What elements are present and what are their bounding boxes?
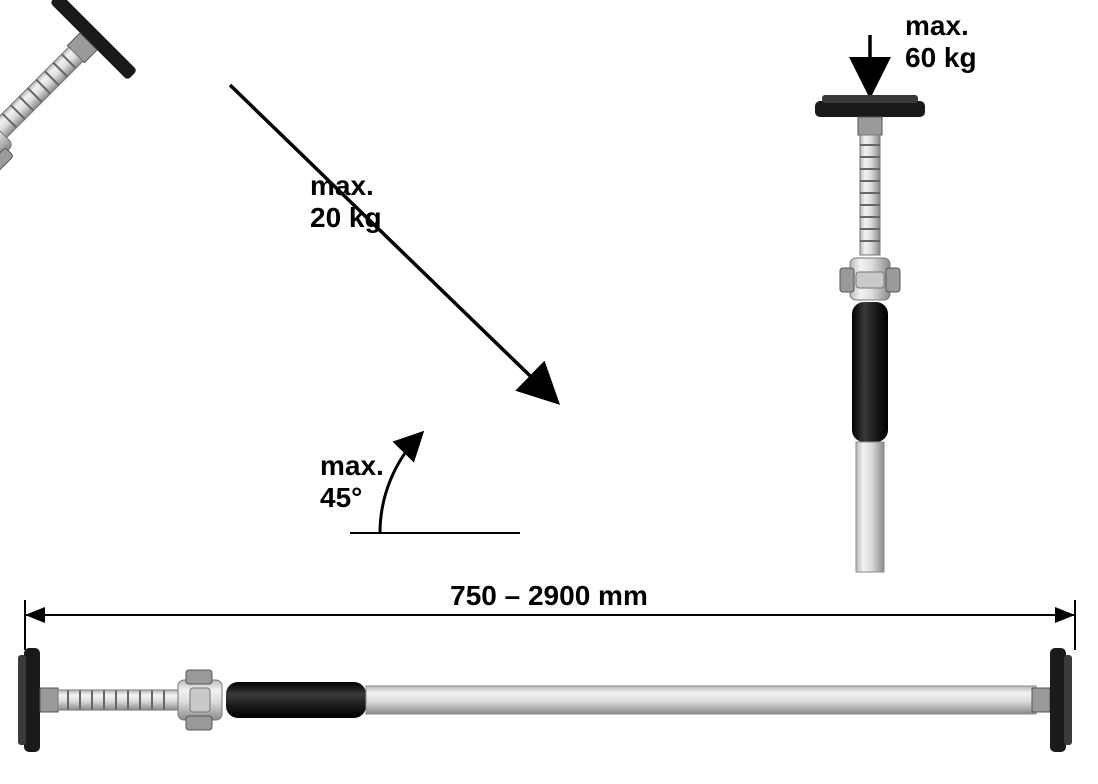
vertical-clamp bbox=[840, 258, 900, 300]
vertical-ratchet bbox=[860, 135, 880, 255]
angle-label: max. 45° bbox=[320, 450, 384, 514]
vertical-load-line1: max. bbox=[905, 10, 969, 41]
angle-line2: 45° bbox=[320, 482, 362, 513]
horizontal-tube bbox=[366, 686, 1036, 714]
length-range-label: 750 – 2900 mm bbox=[0, 580, 1098, 612]
horizontal-ratchet bbox=[58, 690, 178, 710]
angle-line1: max. bbox=[320, 450, 384, 481]
vertical-tube bbox=[856, 442, 884, 572]
angled-load-arrow bbox=[230, 85, 555, 400]
length-range-text: 750 – 2900 mm bbox=[450, 580, 648, 611]
angled-load-line2: 20 kg bbox=[310, 202, 382, 233]
vertical-load-label: max. 60 kg bbox=[905, 10, 977, 74]
vertical-grip bbox=[852, 302, 888, 442]
technical-diagram bbox=[0, 0, 1098, 784]
horizontal-foot-left bbox=[18, 648, 58, 752]
vertical-load-line2: 60 kg bbox=[905, 42, 977, 73]
angled-ratchet bbox=[0, 47, 83, 139]
angled-load-line1: max. bbox=[310, 170, 374, 201]
angled-prop bbox=[0, 0, 137, 605]
horizontal-grip bbox=[226, 682, 366, 718]
angled-load-label: max. 20 kg bbox=[310, 170, 382, 234]
horizontal-clamp bbox=[178, 670, 222, 730]
horizontal-prop bbox=[18, 648, 1072, 752]
vertical-prop bbox=[815, 35, 925, 572]
horizontal-foot-right bbox=[1032, 648, 1072, 752]
vertical-foot-top bbox=[815, 95, 925, 135]
